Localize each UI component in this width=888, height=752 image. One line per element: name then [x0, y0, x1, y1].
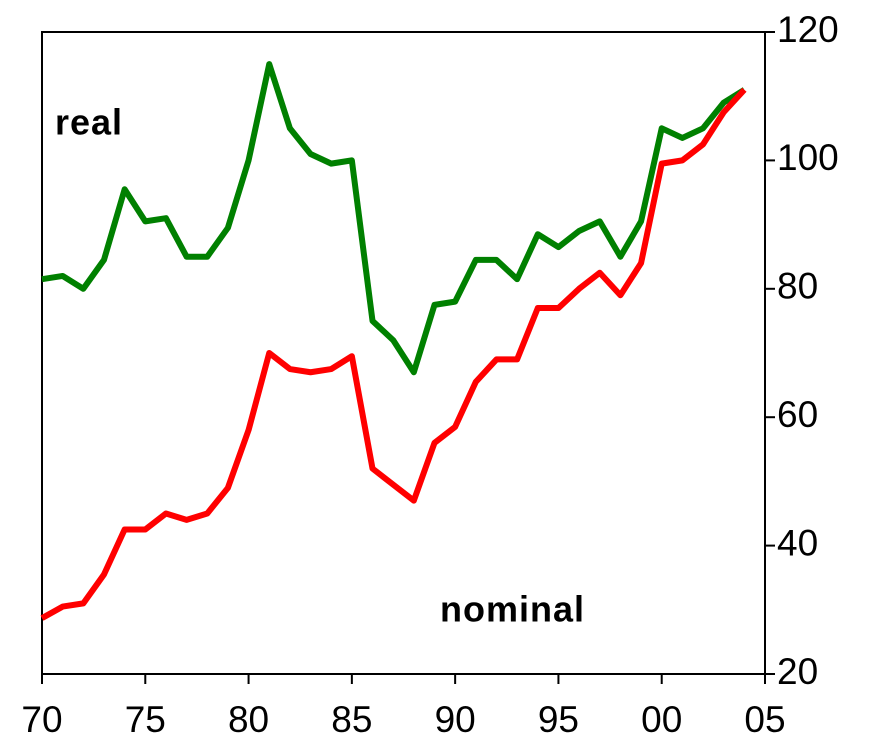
y-tick-label: 100 — [777, 137, 839, 178]
y-tick-label: 80 — [777, 266, 818, 307]
x-tick-label: 00 — [641, 699, 682, 740]
x-tick-label: 80 — [228, 699, 269, 740]
y-tick-label: 40 — [777, 522, 818, 563]
x-tick-label: 05 — [744, 699, 785, 740]
series-label: real — [55, 102, 123, 143]
y-tick-label: 20 — [777, 651, 818, 692]
y-tick-label: 60 — [777, 394, 818, 435]
x-tick-label: 85 — [331, 699, 372, 740]
x-tick-label: 95 — [538, 699, 579, 740]
x-tick-label: 70 — [21, 699, 62, 740]
line-series — [40, 87, 747, 621]
plot-frame — [41, 31, 766, 675]
line-series — [41, 61, 746, 376]
y-tick-label: 120 — [777, 9, 839, 50]
x-tick-label: 75 — [125, 699, 166, 740]
series-label: nominal — [440, 589, 585, 630]
x-tick-label: 90 — [435, 699, 476, 740]
